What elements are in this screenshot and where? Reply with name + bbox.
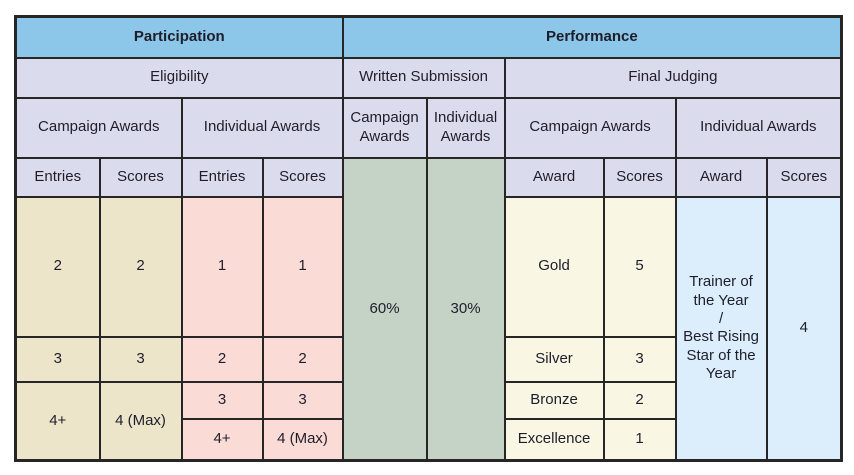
eligibility-individual-awards-header: Individual Awards (180, 96, 344, 159)
individual-scores-0: 1 (261, 195, 344, 338)
individual-scores-3: 4 (Max) (261, 417, 344, 462)
individual-entries-2: 3 (180, 380, 264, 420)
individual-scores-1: 2 (261, 335, 344, 383)
col-scores-campaign: Scores (98, 156, 183, 198)
award-criteria-table: Participation Performance Eligibility Wr… (14, 15, 844, 462)
fj-campaign-score-3: 1 (602, 417, 677, 462)
section-eligibility: Eligibility (14, 56, 344, 99)
fj-individual-award: Trainer of the Year / Best Rising Star o… (674, 195, 768, 462)
col-scores-fj-campaign: Scores (602, 156, 677, 198)
fj-individual-awards-header: Individual Awards (674, 96, 843, 159)
campaign-entries-0: 2 (14, 195, 101, 338)
fj-campaign-score-0: 5 (602, 195, 677, 338)
fj-individual-score: 4 (765, 195, 843, 462)
col-award-campaign: Award (503, 156, 605, 198)
col-entries-individual: Entries (180, 156, 264, 198)
column-header-row: Entries Scores Entries Scores 60% 30% Aw… (14, 156, 843, 462)
data-row-2: 3 3 2 2 Silver 3 (14, 335, 842, 383)
section-row: Eligibility Written Submission Final Jud… (14, 56, 843, 99)
eligibility-campaign-awards-header: Campaign Awards (14, 96, 183, 159)
title-row: Participation Performance (14, 15, 843, 59)
ws-campaign-weight: 60% (341, 156, 428, 462)
campaign-entries-1: 3 (14, 335, 101, 383)
campaign-scores-0: 2 (98, 195, 183, 338)
col-entries-campaign: Entries (14, 156, 101, 198)
section-written-submission: Written Submission (341, 56, 506, 99)
fj-campaign-award-2: Bronze (503, 380, 605, 420)
fj-campaign-award-1: Silver (503, 335, 605, 383)
col-award-individual: Award (674, 156, 768, 198)
ws-individual-awards-header: Individual Awards (425, 96, 506, 159)
campaign-scores-1: 3 (98, 335, 183, 383)
col-scores-individual: Scores (261, 156, 344, 198)
header-performance: Performance (341, 15, 843, 59)
ws-individual-weight: 30% (425, 156, 506, 462)
fj-campaign-score-2: 2 (602, 380, 677, 420)
campaign-entries-2: 4+ (14, 380, 101, 462)
fj-individual-award-line-1: Trainer of the Year (689, 273, 753, 309)
fj-campaign-score-1: 3 (602, 335, 677, 383)
individual-entries-1: 2 (180, 335, 264, 383)
data-row-1: 2 2 1 1 Gold 5 Trainer of the Year / Bes… (14, 195, 843, 462)
fj-individual-award-line-3: Best Rising Star of the Year (683, 328, 759, 382)
award-table-container: Participation Performance Eligibility Wr… (14, 15, 844, 462)
section-final-judging: Final Judging (503, 56, 843, 99)
fj-individual-award-line-2: / (718, 309, 724, 327)
fj-campaign-award-3: Excellence (503, 417, 605, 462)
campaign-scores-2: 4 (Max) (98, 380, 183, 462)
group-header-row: Campaign Awards Individual Awards Campai… (14, 96, 843, 159)
col-scores-fj-individual: Scores (765, 156, 843, 198)
ws-campaign-awards-header: Campaign Awards (341, 96, 428, 159)
individual-scores-2: 3 (261, 380, 344, 420)
fj-campaign-awards-header: Campaign Awards (503, 96, 677, 159)
individual-entries-3: 4+ (180, 417, 264, 462)
fj-campaign-award-0: Gold (503, 195, 605, 338)
header-participation: Participation (14, 15, 344, 59)
data-row-3: 4+ 4 (Max) 3 3 Bronze 2 (14, 380, 842, 462)
data-row-4: 4+ 4 (Max) Excellence 1 (16, 417, 842, 462)
individual-entries-0: 1 (180, 195, 264, 338)
